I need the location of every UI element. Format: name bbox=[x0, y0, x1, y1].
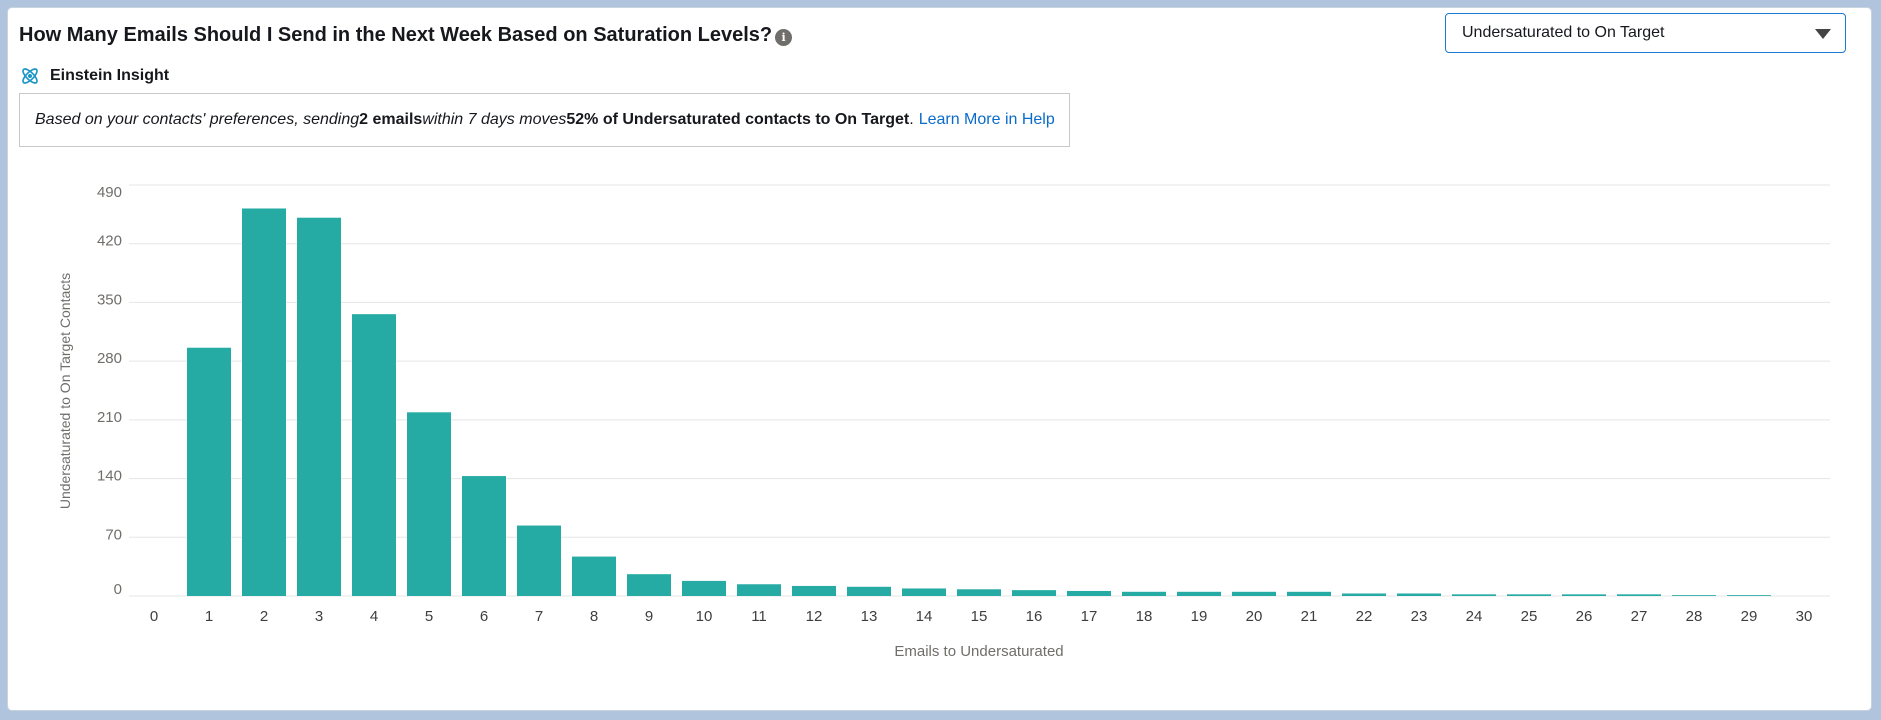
bar bbox=[792, 585, 836, 596]
atom-icon bbox=[22, 68, 38, 84]
bar bbox=[957, 589, 1001, 596]
bar bbox=[627, 574, 671, 596]
y-tick-label: 280 bbox=[97, 350, 122, 367]
x-tick-label: 20 bbox=[1246, 608, 1263, 625]
learn-more-link[interactable]: Learn More in Help bbox=[918, 111, 1055, 128]
bar bbox=[462, 476, 506, 596]
insight-summary: Based on your contacts' preferences, sen… bbox=[19, 93, 1070, 147]
bar bbox=[572, 556, 616, 596]
x-tick-label: 28 bbox=[1686, 608, 1703, 625]
bar bbox=[1122, 591, 1166, 596]
bar bbox=[1507, 594, 1551, 596]
bar bbox=[1617, 594, 1661, 596]
x-tick-label: 22 bbox=[1356, 608, 1373, 625]
x-tick-label: 26 bbox=[1576, 608, 1593, 625]
saturation-level-select[interactable]: Undersaturated to On Target bbox=[1445, 13, 1846, 53]
x-tick-label: 24 bbox=[1466, 608, 1483, 625]
info-icon[interactable]: i bbox=[775, 29, 793, 46]
x-tick-label: 0 bbox=[150, 608, 158, 625]
x-tick-label: 9 bbox=[645, 608, 653, 625]
insight-emails-count: 2 emails bbox=[359, 111, 423, 128]
bar bbox=[1012, 590, 1056, 596]
x-tick-label: 19 bbox=[1191, 608, 1208, 625]
bar bbox=[242, 208, 286, 596]
y-axis-label: Undersaturated to On Target Contacts bbox=[57, 273, 73, 509]
bar bbox=[1727, 595, 1771, 596]
title-row: How Many Emails Should I Send in the Nex… bbox=[19, 24, 793, 47]
x-tick-label: 11 bbox=[751, 608, 767, 625]
x-tick-label: 18 bbox=[1136, 608, 1153, 625]
bar bbox=[1177, 591, 1221, 596]
x-tick-label: 25 bbox=[1521, 608, 1538, 625]
y-tick-label: 0 bbox=[114, 581, 122, 598]
x-tick-label: 27 bbox=[1631, 608, 1648, 625]
insight-percent-text: 52% of Undersaturated contacts to On Tar… bbox=[566, 111, 910, 128]
x-tick-label: 16 bbox=[1026, 608, 1043, 625]
bar bbox=[682, 580, 726, 596]
bar bbox=[1452, 594, 1496, 596]
x-tick-label: 21 bbox=[1301, 608, 1318, 625]
bar bbox=[847, 586, 891, 596]
y-tick-label: 490 bbox=[97, 184, 122, 201]
bar bbox=[187, 347, 231, 596]
x-tick-label: 3 bbox=[315, 608, 323, 625]
bar bbox=[737, 584, 781, 596]
bar bbox=[517, 525, 561, 596]
y-tick-label: 70 bbox=[105, 526, 122, 543]
einstein-insight-label: Einstein Insight bbox=[50, 67, 170, 84]
x-tick-label: 14 bbox=[916, 608, 933, 625]
y-tick-label: 420 bbox=[97, 233, 122, 250]
x-tick-label: 15 bbox=[971, 608, 988, 625]
x-tick-label: 13 bbox=[861, 608, 878, 625]
saturation-level-selected: Undersaturated to On Target bbox=[1462, 24, 1665, 41]
x-tick-label: 1 bbox=[205, 608, 213, 625]
bar bbox=[1287, 591, 1331, 596]
x-tick-label: 10 bbox=[696, 608, 713, 625]
bar bbox=[902, 588, 946, 596]
bar bbox=[297, 217, 341, 596]
x-tick-label: 30 bbox=[1796, 608, 1813, 625]
x-tick-label: 2 bbox=[260, 608, 268, 625]
y-tick-label: 350 bbox=[97, 291, 122, 308]
page-title: How Many Emails Should I Send in the Nex… bbox=[19, 24, 773, 46]
einstein-insight-label-row: Einstein Insight bbox=[19, 65, 169, 87]
bar bbox=[1397, 593, 1441, 596]
bar bbox=[1232, 591, 1276, 596]
insight-text-part1: Based on your contacts' preferences, sen… bbox=[35, 111, 360, 128]
chevron-down-icon bbox=[1815, 29, 1831, 39]
bar bbox=[352, 314, 396, 596]
bar bbox=[1342, 593, 1386, 596]
insight-text-part3: . bbox=[909, 111, 914, 128]
x-tick-label: 6 bbox=[480, 608, 488, 625]
x-tick-label: 4 bbox=[370, 608, 378, 625]
x-tick-label: 8 bbox=[590, 608, 598, 625]
insight-text-part2: within 7 days moves bbox=[422, 111, 567, 128]
x-tick-label: 29 bbox=[1741, 608, 1758, 625]
bar bbox=[1562, 594, 1606, 596]
x-tick-label: 12 bbox=[806, 608, 823, 625]
bar bbox=[407, 412, 451, 596]
y-tick-label: 140 bbox=[97, 468, 122, 485]
x-tick-label: 7 bbox=[535, 608, 543, 625]
bar bbox=[1672, 595, 1716, 596]
y-tick-label: 210 bbox=[97, 409, 122, 426]
x-tick-label: 5 bbox=[425, 608, 433, 625]
x-tick-label: 17 bbox=[1081, 608, 1098, 625]
x-axis-label: Emails to Undersaturated bbox=[894, 643, 1063, 660]
x-tick-label: 23 bbox=[1411, 608, 1428, 625]
bar bbox=[1067, 590, 1111, 596]
